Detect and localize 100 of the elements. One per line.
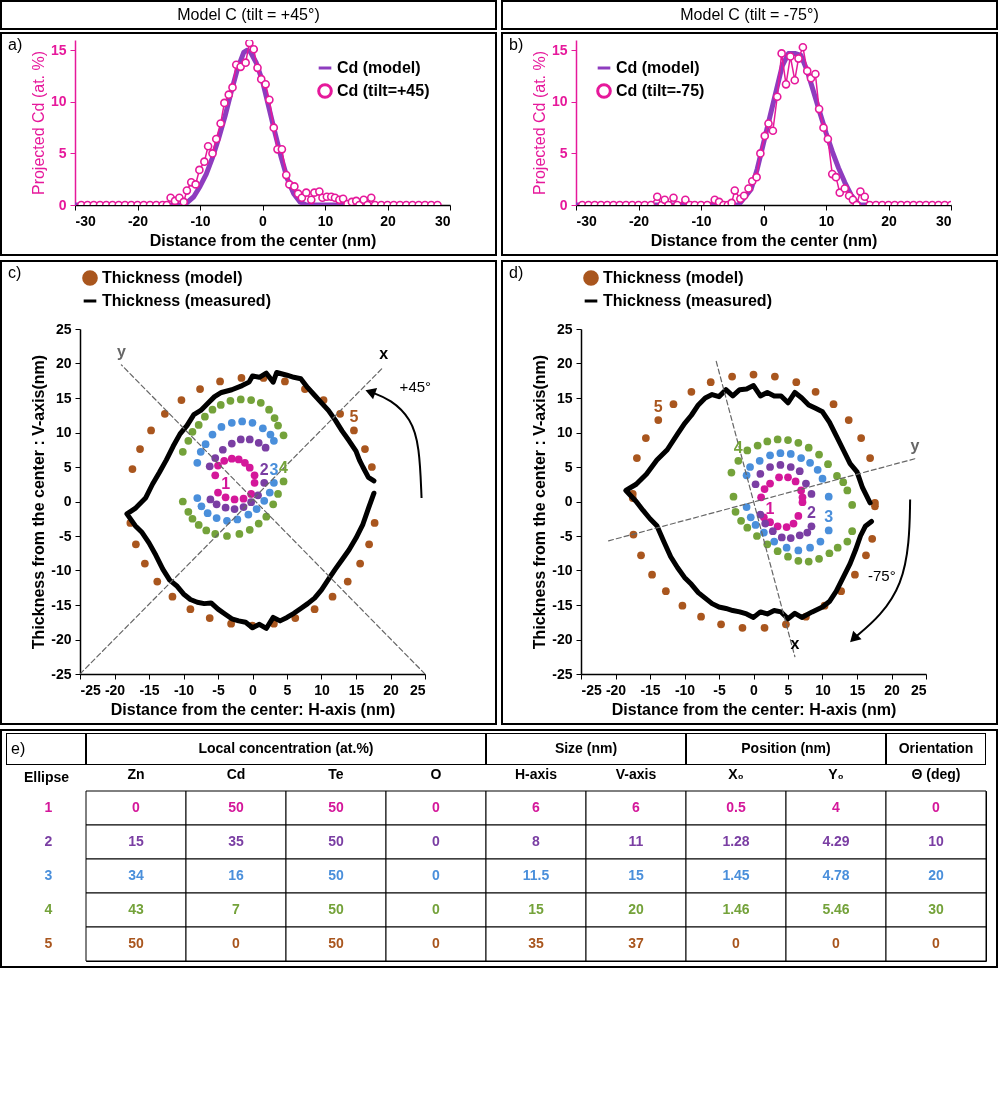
point — [202, 526, 211, 535]
point — [350, 426, 358, 435]
point — [227, 418, 236, 427]
point — [201, 440, 210, 449]
point — [186, 605, 195, 614]
x-tick-label: -10 — [190, 212, 211, 229]
x-tick-label: 30 — [434, 212, 451, 229]
data-label: 20 — [628, 901, 644, 917]
x-tick-label: -15 — [640, 681, 661, 698]
point — [274, 421, 282, 430]
point — [768, 527, 777, 536]
legend-label: Cd (tilt=-75) — [616, 82, 705, 99]
point — [247, 396, 255, 404]
x-tick-label: H-axis — [514, 765, 558, 782]
y-tick-label: 20 — [55, 355, 72, 371]
y-axis-title: Ellipse — [23, 768, 70, 785]
point — [368, 463, 376, 471]
point — [798, 498, 807, 507]
annotation: 4 — [733, 438, 743, 456]
point — [687, 387, 696, 396]
point — [738, 623, 747, 632]
y-tick-label: 5 — [44, 935, 53, 951]
point — [729, 492, 738, 501]
x-tick-label: -30 — [576, 212, 597, 229]
y-tick-label: 0 — [63, 493, 72, 509]
point — [310, 605, 319, 614]
x-tick-label: 10 — [314, 681, 330, 698]
point — [230, 495, 239, 504]
point — [230, 505, 239, 513]
point — [833, 472, 841, 480]
y-tick-label: -20 — [51, 631, 72, 647]
point — [815, 554, 823, 563]
y-tick-label: -15 — [51, 596, 72, 613]
point — [633, 454, 641, 462]
legend-label: Thickness (measured) — [102, 292, 271, 309]
x-tick-label: 20 — [380, 212, 396, 229]
point — [266, 430, 275, 439]
data-label: 0 — [132, 799, 141, 815]
data-label: 0.5 — [726, 799, 746, 815]
point — [212, 514, 221, 522]
point — [235, 530, 244, 538]
point — [236, 395, 245, 404]
data-label: 1.46 — [722, 901, 750, 917]
point — [260, 496, 269, 505]
y-tick-label: 15 — [556, 389, 573, 406]
chart-title: e) — [6, 733, 86, 765]
point — [782, 543, 791, 552]
point — [761, 519, 770, 528]
x-tick-label: -20 — [127, 212, 149, 229]
data-label: 50 — [228, 799, 244, 815]
point — [205, 614, 214, 622]
x-tick-label: 25 — [910, 681, 927, 698]
point — [194, 521, 203, 529]
y-tick-label: -5 — [59, 527, 72, 544]
data-label: 4 — [832, 799, 841, 815]
point — [727, 468, 736, 477]
annotation: -75° — [868, 567, 896, 585]
x-tick-label: 25 — [409, 681, 426, 698]
y-tick-label: 5 — [58, 144, 67, 161]
point — [766, 479, 774, 488]
point — [784, 473, 792, 482]
point — [743, 446, 752, 455]
point — [763, 437, 772, 446]
point — [226, 396, 235, 405]
point — [184, 436, 193, 445]
point — [250, 471, 259, 480]
data-label: 8 — [532, 833, 541, 849]
x-tick-label: Zn — [127, 765, 145, 782]
x-tick-label: 15 — [348, 681, 365, 698]
point — [760, 623, 769, 632]
point — [248, 418, 257, 427]
x-tick-label: -25 — [80, 681, 101, 698]
x-tick-label: 10 — [317, 212, 334, 229]
data-label: 1.28 — [722, 833, 750, 849]
point — [214, 488, 222, 497]
point — [773, 547, 782, 556]
y-tick-label: 25 — [556, 320, 573, 337]
point — [770, 537, 779, 546]
point — [168, 592, 177, 601]
y-tick-label: -25 — [552, 665, 573, 682]
point — [221, 503, 230, 512]
y-tick-label: 5 — [63, 458, 72, 475]
point — [749, 370, 758, 379]
point — [795, 467, 804, 476]
point — [746, 513, 755, 522]
point — [245, 435, 254, 444]
point — [807, 490, 816, 498]
point — [254, 491, 262, 500]
y-axis-title: Projected Cd (at. %) — [530, 50, 548, 196]
data-label: 6 — [632, 799, 641, 815]
point — [252, 505, 261, 513]
point — [857, 434, 866, 442]
data-label: 15 — [628, 867, 644, 883]
x-tick-label: -20 — [104, 681, 126, 698]
data-label: 50 — [128, 935, 144, 951]
legend-label: Thickness (model) — [603, 269, 744, 286]
data-label: 35 — [528, 935, 544, 951]
text: c) — [8, 264, 22, 282]
point — [281, 377, 289, 386]
annotation: 2 — [807, 504, 817, 522]
